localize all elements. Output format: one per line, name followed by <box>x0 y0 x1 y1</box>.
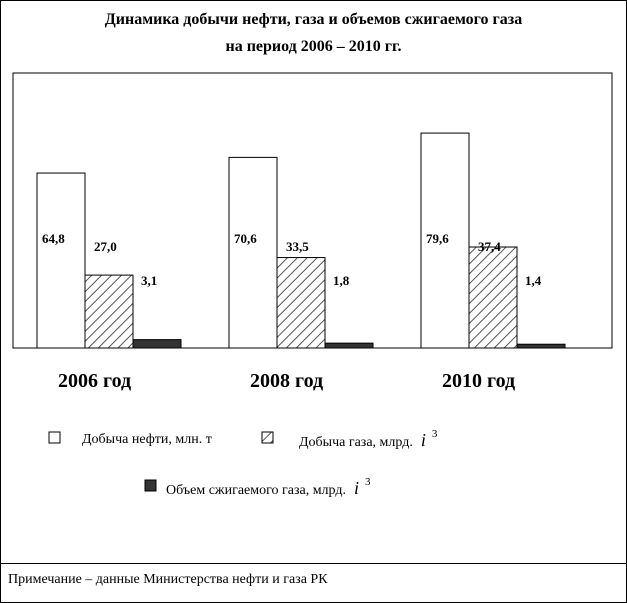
value-label-oil-2: 70,6 <box>234 231 257 246</box>
bar-oil-1 <box>36 172 86 349</box>
category-label-2: 2008 год <box>250 370 323 392</box>
value-label-gas-2: 33,5 <box>286 239 309 254</box>
bar-flared-3 <box>516 343 566 349</box>
legend-label-oil: Добыча нефти, млн. т <box>82 432 212 447</box>
value-label-oil-1: 64,8 <box>42 231 65 246</box>
legend-unit-superscript-flared: 3 <box>365 476 371 488</box>
chart-title-line-2: на период 2006 – 2010 гг. <box>225 38 402 55</box>
legend-swatch-flared <box>144 479 157 492</box>
legend-swatch-oil <box>48 431 61 444</box>
category-label-1: 2006 год <box>58 370 131 392</box>
bar-oil-3 <box>420 132 470 349</box>
chart-title: Динамика добычи нефти, газа и объемов сж… <box>0 6 627 60</box>
bar-flared-1 <box>132 339 182 349</box>
value-label-flared-2: 1,8 <box>333 273 350 288</box>
bar-flared-2 <box>324 342 374 349</box>
legend-label-flared: Объем сжигаемого газа, млрд. <box>166 483 346 498</box>
value-label-flared-3: 1,4 <box>525 273 542 288</box>
value-label-flared-1: 3,1 <box>141 273 157 288</box>
legend: Добыча нефти, млн. т Добыча газа, млрд. i 3… <box>48 428 438 498</box>
bar-gas-2 <box>276 257 326 349</box>
chart-title-line-1: Динамика добычи нефти, газа и объемов сж… <box>104 11 523 28</box>
value-label-gas-3: 37,4 <box>478 239 501 254</box>
legend-swatch-gas <box>261 431 274 444</box>
legend-unit-superscript-gas: 3 <box>432 428 438 440</box>
bar-oil-2 <box>228 156 278 349</box>
bar-gas-3 <box>468 246 518 349</box>
legend-unit-glyph-gas: i <box>421 430 426 450</box>
bars-layer: 64,8 27,0 3,1 70,6 33,5 1,8 79,6 37,4 1,4 <box>36 132 566 349</box>
legend-label-gas: Добыча газа, млрд. <box>299 435 413 450</box>
note-divider <box>1 563 626 564</box>
bar-chart: 64,8 27,0 3,1 70,6 33,5 1,8 79,6 37,4 1,4 2006 г… <box>12 72 613 498</box>
bar-gas-1 <box>84 274 134 349</box>
value-label-oil-3: 79,6 <box>426 231 449 246</box>
category-label-3: 2010 год <box>442 370 515 392</box>
value-label-gas-1: 27,0 <box>94 239 117 254</box>
source-note: Примечание – данные Министерства нефти и… <box>8 572 328 587</box>
legend-unit-glyph-flared: i <box>354 478 359 498</box>
category-labels: 2006 год 2008 год 2010 год <box>58 370 515 392</box>
